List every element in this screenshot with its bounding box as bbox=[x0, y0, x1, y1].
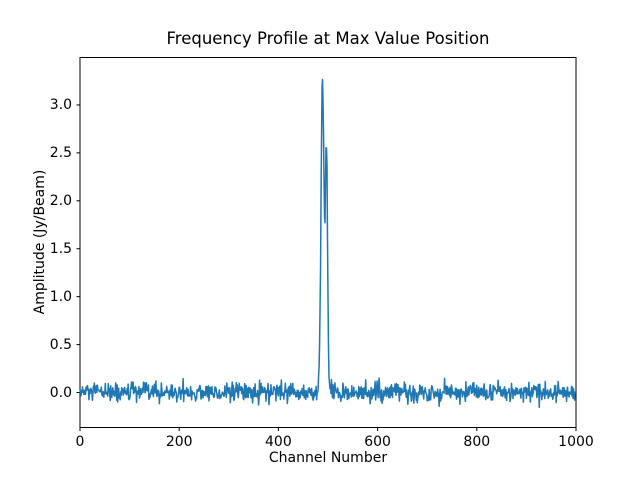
x-tick-label: 600 bbox=[364, 434, 391, 450]
y-tick-label: 1.0 bbox=[49, 288, 72, 305]
x-tick-label: 1000 bbox=[558, 434, 594, 450]
chart-title: Frequency Profile at Max Value Position bbox=[166, 29, 490, 48]
axes-frame bbox=[79, 57, 577, 428]
y-tick-label: 3.0 bbox=[49, 96, 72, 113]
y-tick-label: 0.5 bbox=[49, 336, 72, 353]
x-tick-label: 200 bbox=[165, 434, 193, 450]
x-tick-label: 800 bbox=[463, 434, 491, 450]
data-line-frequency-profile bbox=[79, 78, 577, 409]
x-tick-label: 400 bbox=[265, 434, 292, 450]
y-tick-label: 0.0 bbox=[49, 384, 72, 401]
x-tick-label: 0 bbox=[75, 434, 85, 450]
y-tick-label: 2.5 bbox=[49, 144, 72, 161]
y-tick-label: 2.0 bbox=[49, 192, 72, 209]
y-tick-label: 1.5 bbox=[49, 240, 72, 257]
x-axis-label: Channel Number bbox=[268, 450, 388, 466]
